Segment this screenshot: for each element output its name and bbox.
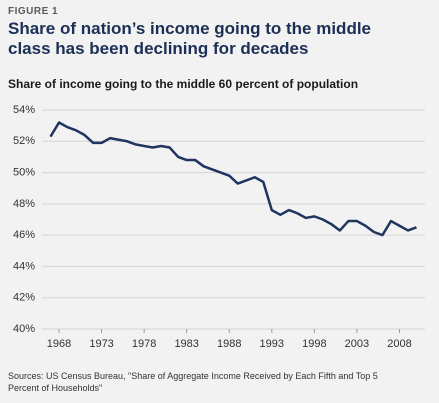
figure-label: FIGURE 1 <box>8 6 59 17</box>
x-tick-label: 1993 <box>260 338 284 350</box>
x-tick-label: 1988 <box>217 338 241 350</box>
x-tick-label: 1978 <box>132 338 156 350</box>
chart-subtitle: Share of income going to the middle 60 p… <box>8 77 359 91</box>
x-tick-label: 1998 <box>302 338 326 350</box>
x-tick-label: 1973 <box>89 338 113 350</box>
y-tick-label: 44% <box>13 260 35 272</box>
chart-title: Share of nation’s income going to the mi… <box>8 19 372 58</box>
data-line <box>49 121 417 237</box>
x-tick-label: 1983 <box>174 338 198 350</box>
x-tick-label: 2008 <box>387 338 411 350</box>
y-tick-label: 54% <box>13 104 35 116</box>
source-note: Sources: US Census Bureau, "Share of Agg… <box>8 371 378 393</box>
y-tick-label: 48% <box>13 198 35 210</box>
y-tick-label: 40% <box>13 323 35 335</box>
x-tick-label: 1968 <box>47 338 71 350</box>
y-tick-label: 42% <box>13 292 35 304</box>
x-tick-label: 2003 <box>345 338 369 350</box>
y-tick-label: 50% <box>13 166 35 178</box>
y-tick-label: 46% <box>13 229 35 241</box>
y-tick-label: 52% <box>13 135 35 147</box>
